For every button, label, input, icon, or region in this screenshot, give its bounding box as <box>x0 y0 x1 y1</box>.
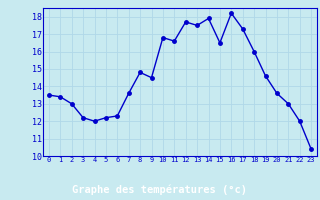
Text: Graphe des températures (°c): Graphe des températures (°c) <box>73 184 247 195</box>
